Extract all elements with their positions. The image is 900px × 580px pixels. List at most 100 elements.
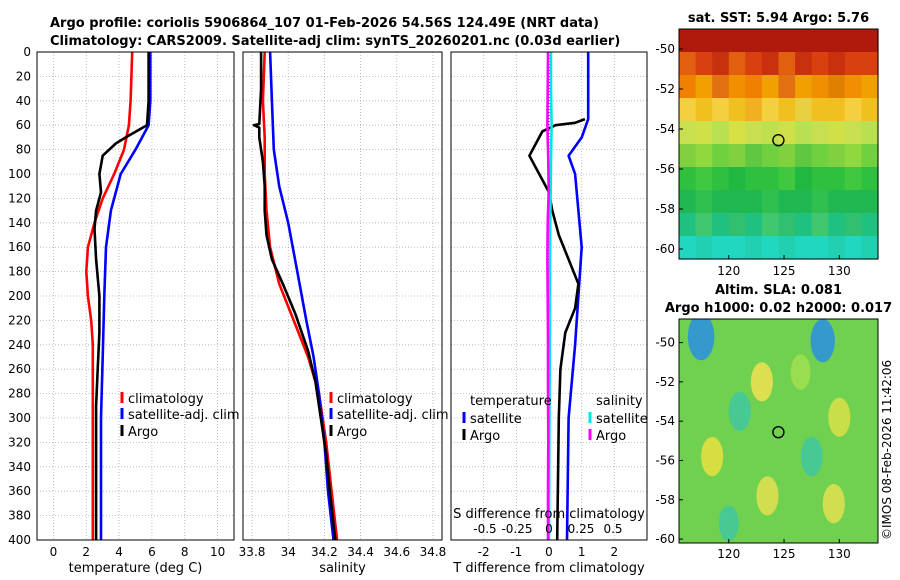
heatmap-cell [728, 29, 746, 53]
legend-label: Argo [596, 429, 626, 444]
heatmap-cell [695, 52, 713, 76]
heatmap-cell [811, 52, 829, 76]
legend-header-temperature: temperature [470, 394, 552, 409]
map-frame [678, 28, 879, 260]
title-line-1: Argo profile: coriolis 5906864_107 01-Fe… [50, 16, 599, 31]
y-tick-label: 120 [8, 191, 31, 205]
heatmap-cell [728, 144, 746, 168]
x-tick-label: 2 [82, 545, 90, 559]
map-frame [678, 318, 879, 544]
heatmap-cell [745, 75, 763, 99]
y-tick-label: -52 [655, 375, 675, 389]
heatmap-cell [861, 121, 879, 145]
y-tick-label: 80 [16, 143, 31, 157]
heatmap-cell [795, 213, 813, 237]
y-tick-label: 340 [8, 460, 31, 474]
heatmap-cell [728, 52, 746, 76]
x-tick-label: 1 [578, 545, 586, 559]
y-tick-label: 60 [16, 118, 31, 132]
x-tick-label: 0 [545, 545, 553, 559]
heatmap-cell [761, 121, 780, 145]
y-tick-label: 40 [16, 94, 31, 108]
y-tick-label: -50 [655, 42, 675, 56]
heatmap-cell [679, 190, 697, 214]
heatmap-cell [861, 144, 879, 168]
y-tick-label: 220 [8, 313, 31, 327]
heatmap-cell [778, 98, 796, 122]
series-line-s-argo [546, 51, 550, 540]
heatmap-cell [695, 29, 713, 53]
sla-anomaly-blob [728, 391, 751, 432]
heatmap-cell [712, 236, 730, 260]
series-line-climatology [85, 51, 134, 540]
heatmap-cell [778, 236, 796, 260]
heatmap-cell [844, 167, 862, 191]
heatmap-cell [828, 29, 846, 53]
series-line-satellite-adj-clim [99, 52, 152, 540]
heatmap-cell [679, 98, 697, 122]
secondary-x-tick-label: 0.25 [568, 522, 595, 536]
y-tick-label: -58 [655, 493, 675, 507]
heatmap-cell [861, 236, 879, 260]
x-axis-label: salinity [319, 561, 366, 576]
heatmap-cell [795, 52, 813, 76]
heatmap-cell [828, 144, 846, 168]
y-tick-label: 140 [8, 216, 31, 230]
heatmap-cell [745, 213, 763, 237]
y-tick-label: 180 [8, 265, 31, 279]
heatmap-cell [828, 75, 846, 99]
sla-field [679, 319, 878, 543]
sla-anomaly-blob [822, 484, 845, 524]
x-tick-label: 34 [281, 545, 296, 559]
salinity-panel: 33.8 34 34.2 34.4 34.6 34.8 salinity climatolog… [239, 51, 449, 576]
axes-frame [242, 51, 443, 541]
argo-location-marker [772, 425, 785, 439]
heatmap-cell [778, 167, 796, 191]
x-tick-label: 6 [148, 545, 156, 559]
heatmap-cell [695, 144, 713, 168]
y-tick-label: -60 [655, 242, 675, 256]
heatmap-cell [861, 52, 879, 76]
heatmap-cell [695, 75, 713, 99]
secondary-x-tick-label: -0.5 [473, 522, 496, 536]
heatmap-cell [778, 75, 796, 99]
y-tick-label: -54 [655, 414, 675, 428]
heatmap-cell [728, 190, 746, 214]
argo-location-marker [772, 133, 785, 147]
x-tick-label: 34.6 [383, 545, 410, 559]
heatmap-cell [795, 75, 813, 99]
legend-label: climatology [128, 392, 204, 407]
temperature-panel: 0204060801001201401601802002202402602803… [8, 45, 240, 576]
heatmap-cell [761, 167, 780, 191]
sst-map-panel: sat. SST: 5.94 Argo: 5.76 -50 -52 -54 -56 -58… [655, 11, 879, 278]
heatmap-cell [795, 144, 813, 168]
legend-label: Argo [337, 425, 367, 440]
sla-map-title: Altim. SLA: 0.081 [715, 283, 842, 298]
y-tick-label: 300 [8, 411, 31, 425]
y-tick-label: 160 [8, 240, 31, 254]
heatmap-cell [679, 52, 697, 76]
heatmap-cell [712, 98, 730, 122]
heatmap-cell [811, 167, 829, 191]
heatmap-cell [828, 236, 846, 260]
heatmap-cell [745, 190, 763, 214]
heatmap-cell [828, 167, 846, 191]
heatmap-cell [761, 98, 780, 122]
heatmap-cell [861, 75, 879, 99]
x-tick-label: 0 [50, 545, 58, 559]
heatmap-cell [844, 98, 862, 122]
legend-label: Argo [128, 425, 158, 440]
x-tick-label: 8 [181, 545, 189, 559]
heatmap-cell [712, 213, 730, 237]
heatmap-cell [761, 75, 780, 99]
heatmap-cell [695, 121, 713, 145]
heatmap-cell [712, 190, 730, 214]
x-tick-label: 34.4 [347, 545, 374, 559]
heatmap-cell [844, 121, 862, 145]
heatmap-cell [811, 213, 829, 237]
heatmap-cell [811, 144, 829, 168]
heatmap-cell [712, 121, 730, 145]
y-tick-label: -56 [655, 162, 675, 176]
heatmap-cell [844, 144, 862, 168]
